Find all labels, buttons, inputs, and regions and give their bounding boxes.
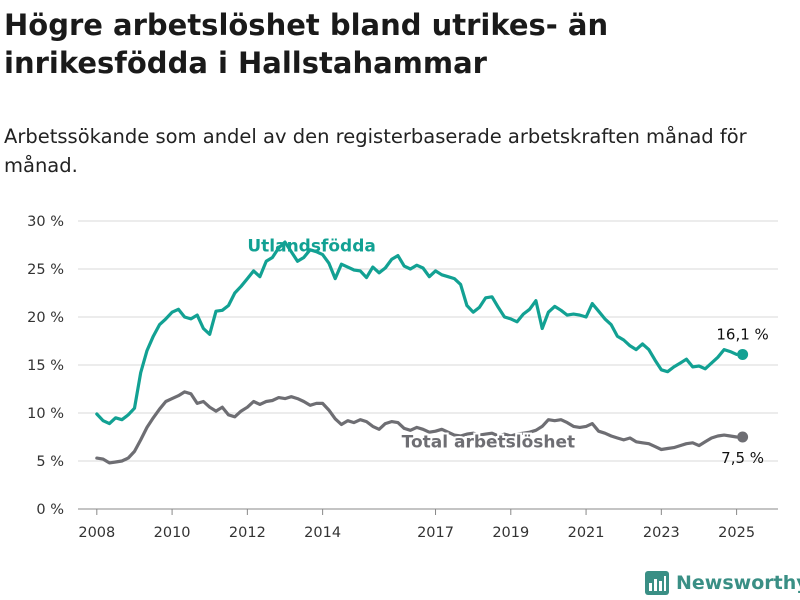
x-tick-label: 2023 bbox=[643, 525, 680, 541]
page-subtitle: Arbetssökande som andel av den registerb… bbox=[4, 125, 747, 177]
series-end-dot bbox=[737, 348, 749, 360]
series-name-label: Total arbetslöshet bbox=[402, 433, 576, 453]
y-tick-label: 15 % bbox=[27, 358, 64, 374]
x-tick-label: 2019 bbox=[492, 525, 529, 541]
y-tick-label: 10 % bbox=[27, 406, 64, 422]
y-tick-label: 25 % bbox=[27, 262, 64, 278]
x-tick-label: 2025 bbox=[718, 525, 755, 541]
y-tick-label: 20 % bbox=[27, 310, 64, 326]
newsworthy-logo-icon bbox=[645, 571, 669, 595]
y-axis-tick-labels: 0 % 5 % 10 % 15 % 20 % 25 % 30 % bbox=[27, 214, 64, 518]
y-tick-label: 30 % bbox=[27, 214, 64, 230]
series-labels: 16,1 % Utlandsfödda 7,5 % Total arbetslöshe… bbox=[247, 237, 768, 467]
series-line-utlandsfodda bbox=[95, 240, 739, 426]
end-value-label: 16,1 % bbox=[716, 325, 768, 343]
series-lines bbox=[95, 240, 749, 465]
end-value-label: 7,5 % bbox=[721, 449, 764, 467]
brand-name: Newsworthy bbox=[676, 572, 800, 594]
x-axis: 2008 2010 2012 2014 2017 2019 2021 2023 2025 bbox=[78, 509, 755, 541]
series-end-dot bbox=[737, 431, 749, 443]
x-tick-label: 2014 bbox=[304, 525, 341, 541]
x-tick-label: 2021 bbox=[568, 525, 605, 541]
x-tick-label: 2008 bbox=[78, 525, 115, 541]
y-tick-label: 0 % bbox=[36, 502, 64, 518]
newsworthy-logo: Newsworthy bbox=[644, 568, 800, 598]
series-name-label: Utlandsfödda bbox=[247, 237, 376, 257]
grid-lines bbox=[78, 220, 778, 510]
page-title: Högre arbetslöshet bland utrikes- än inr… bbox=[4, 8, 609, 80]
x-tick-label: 2017 bbox=[417, 525, 454, 541]
y-tick-label: 5 % bbox=[36, 454, 64, 470]
x-tick-label: 2012 bbox=[229, 525, 266, 541]
series-line-total bbox=[95, 390, 739, 465]
x-tick-label: 2010 bbox=[154, 525, 191, 541]
